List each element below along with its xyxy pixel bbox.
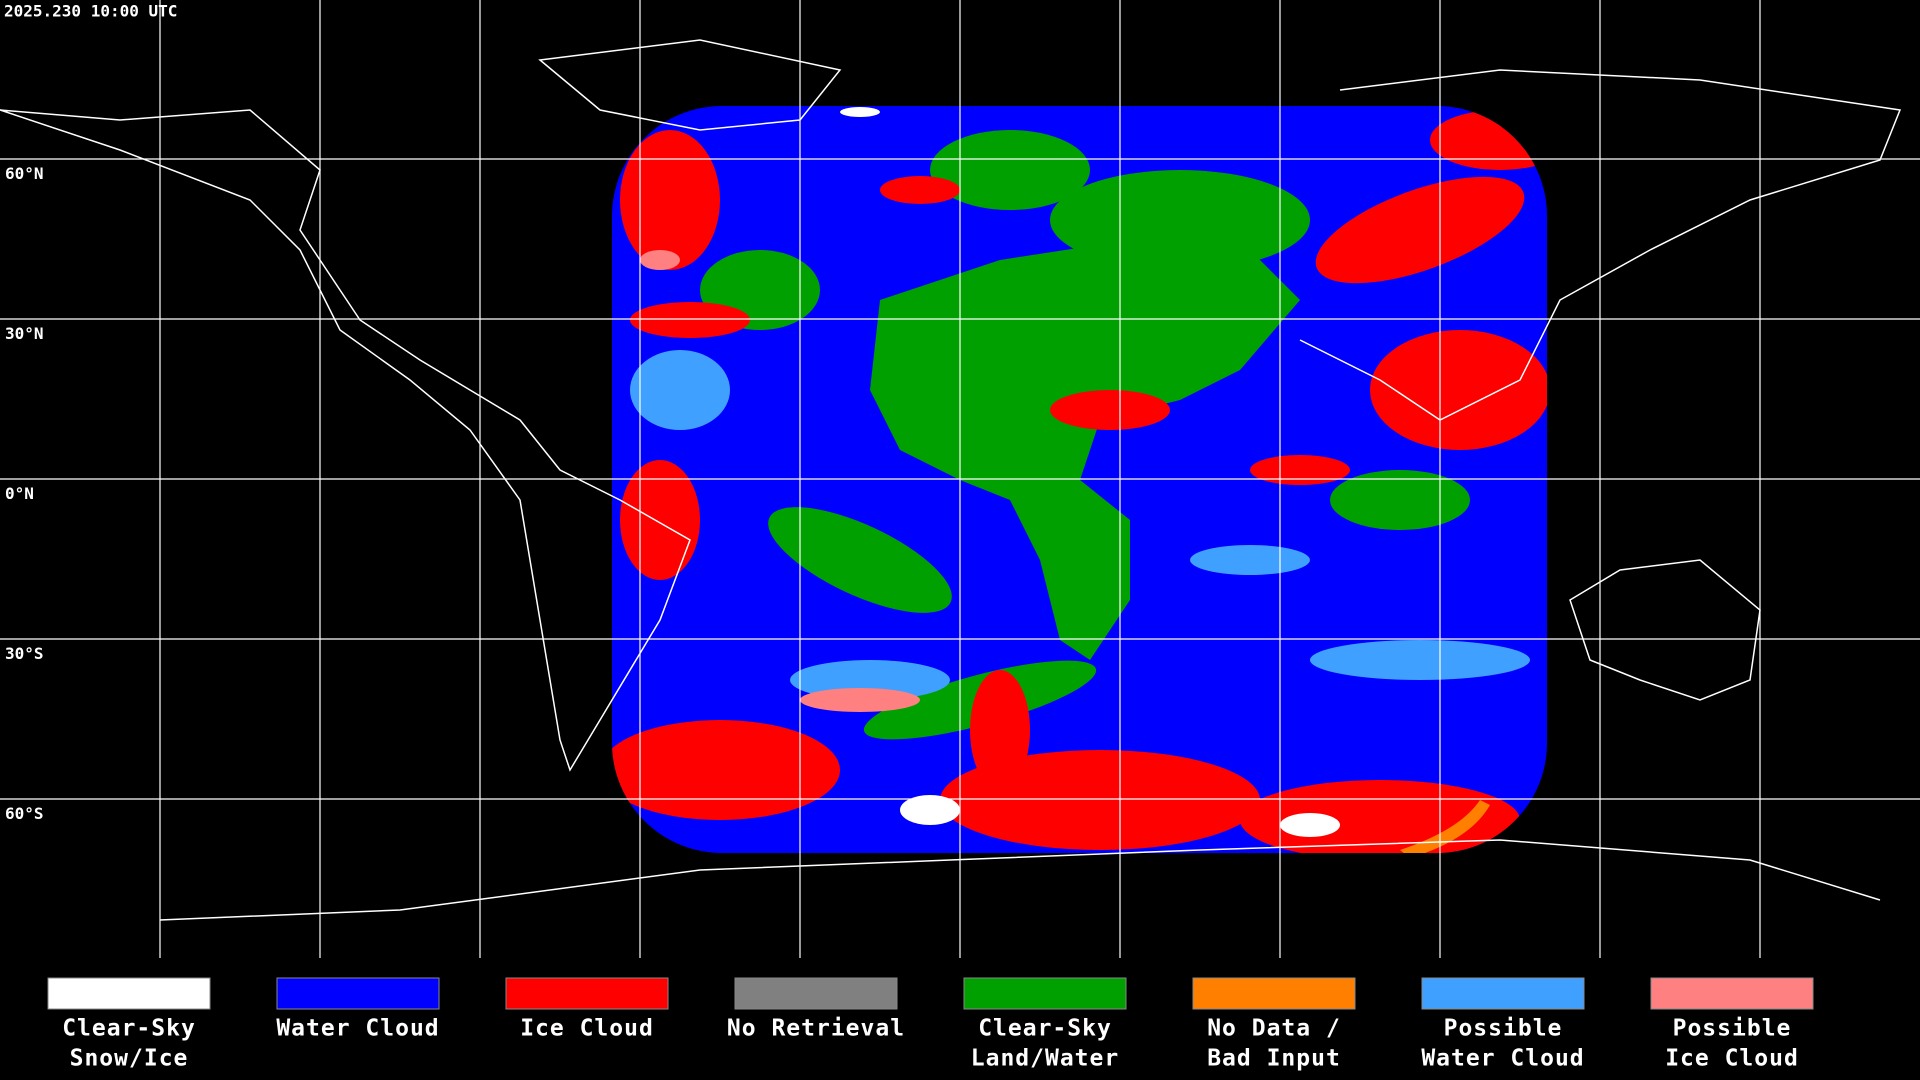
clear-snow-areas	[840, 107, 1340, 837]
latitude-label: 30°S	[5, 644, 44, 663]
legend-label: Land/Water	[971, 1046, 1119, 1072]
legend-swatch	[47, 977, 211, 1010]
possible-ice-areas	[640, 250, 920, 712]
legend-label: Ice Cloud	[1665, 1046, 1799, 1072]
legend-label: Water Cloud	[276, 1016, 439, 1042]
no-data-strip	[1400, 800, 1490, 853]
legend-label: Clear-Sky	[978, 1016, 1112, 1042]
legend-label: Ice Cloud	[520, 1016, 654, 1042]
timestamp: 2025.230 10:00 UTC	[4, 2, 177, 21]
legend-swatch	[734, 977, 898, 1010]
legend-swatch	[1421, 977, 1585, 1010]
ice-cloud-areas	[612, 110, 1547, 853]
latitude-label: 60°N	[5, 164, 44, 183]
legend-label: Water Cloud	[1421, 1046, 1584, 1072]
legend-swatch	[1192, 977, 1356, 1010]
latitude-label: 60°S	[5, 804, 44, 823]
latitude-label: 30°N	[5, 324, 44, 343]
latitude-label: 0°N	[5, 484, 34, 503]
legend-label: Snow/Ice	[70, 1046, 189, 1072]
legend-swatch	[1650, 977, 1814, 1010]
legend-label: Clear-Sky	[62, 1016, 196, 1042]
legend-label: Possible	[1673, 1016, 1792, 1042]
legend-label: No Data /	[1207, 1016, 1341, 1042]
legend-label: Possible	[1444, 1016, 1563, 1042]
graticule	[0, 0, 1920, 958]
clear-land-areas	[700, 130, 1470, 740]
legend: Clear-Sky Snow/Ice Water Cloud Ice Cloud No …	[47, 977, 1814, 1072]
legend-label: No Retrieval	[727, 1016, 905, 1042]
legend-swatch	[276, 977, 440, 1010]
satellite-coverage	[612, 106, 1547, 853]
legend-swatch	[963, 977, 1127, 1010]
legend-label: Bad Input	[1207, 1046, 1341, 1072]
legend-swatch	[505, 977, 669, 1010]
latitude-labels: 60°N 30°N 0°N 30°S 60°S	[5, 164, 44, 823]
